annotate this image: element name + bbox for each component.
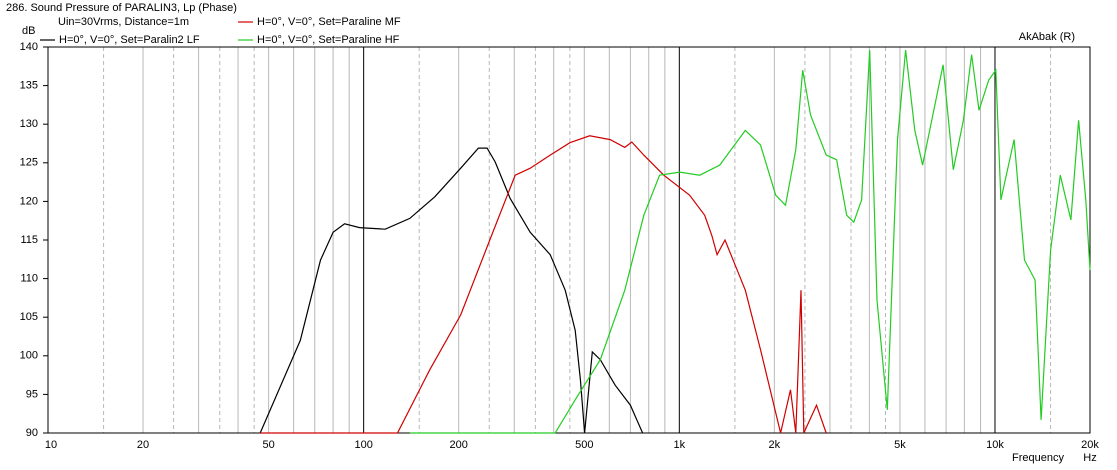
x-axis-label: Frequency xyxy=(1012,452,1064,464)
y-tick-label: 105 xyxy=(20,311,38,323)
y-tick-label: 130 xyxy=(20,118,38,130)
subtitle: Uin=30Vrms, Distance=1m xyxy=(58,16,189,28)
series-line xyxy=(259,147,644,434)
y-tick-label: 115 xyxy=(20,234,38,246)
x-tick-label: 2k xyxy=(769,439,781,451)
y-tick-label: 125 xyxy=(20,157,38,169)
plot-frame xyxy=(47,46,1091,434)
y-tick-label: 90 xyxy=(26,427,38,439)
x-tick-label: 1k xyxy=(674,439,686,451)
y-tick-label: 135 xyxy=(20,80,38,92)
y-axis-label: dB xyxy=(22,25,35,37)
x-tick-label: 500 xyxy=(575,439,593,451)
y-tick-label: 110 xyxy=(20,273,38,285)
series-line xyxy=(260,135,827,434)
x-tick-label: 10k xyxy=(986,439,1004,451)
legend-label: H=0°, V=0°, Set=Paraline MF xyxy=(257,16,401,28)
x-unit: Hz xyxy=(1083,452,1096,464)
y-tick-label: 120 xyxy=(20,195,38,207)
watermark: AkAbak (R) xyxy=(1019,31,1075,43)
x-tick-label: 50 xyxy=(263,439,275,451)
legend-label: H=0°, V=0°, Set=Paraline HF xyxy=(257,34,400,46)
x-tick-label: 200 xyxy=(450,439,468,451)
x-tick-label: 100 xyxy=(354,439,372,451)
x-tick-label: 20 xyxy=(137,439,149,451)
y-tick-label: 100 xyxy=(20,350,38,362)
y-tick-label: 140 xyxy=(20,41,38,53)
series-line xyxy=(409,50,1091,434)
chart-title: 286. Sound Pressure of PARALIN3, Lp (Pha… xyxy=(6,2,237,14)
legend-label: H=0°, V=0°, Set=Paralin2 LF xyxy=(59,34,200,46)
x-tick-label: 20k xyxy=(1081,439,1099,451)
x-tick-label: 5k xyxy=(894,439,906,451)
x-tick-label: 10 xyxy=(45,439,57,451)
y-tick-label: 95 xyxy=(26,388,38,400)
